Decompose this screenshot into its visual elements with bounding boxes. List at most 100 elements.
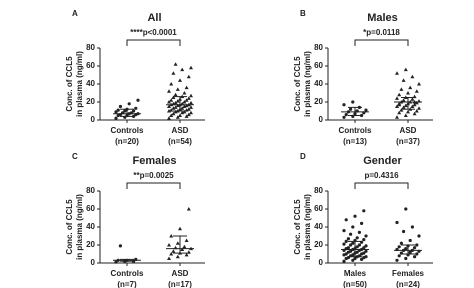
data-point [346,237,350,241]
data-point [171,111,176,116]
data-point [395,96,399,100]
data-point [355,236,359,240]
data-point [186,96,191,100]
data-point [402,229,406,234]
data-point [362,238,366,242]
y-tick-label: 40 [314,79,323,88]
data-point [182,91,187,95]
data-point [189,65,193,70]
data-point [171,106,176,110]
data-point [349,232,353,236]
data-point [169,113,174,117]
data-point [178,113,182,117]
data-point [182,109,187,114]
y-tick-label: 20 [86,97,95,106]
y-tick-label: 80 [314,43,323,52]
annotation: p=0.4316 [364,171,399,180]
x-tick-label: Males [344,269,367,278]
data-point [175,99,180,103]
data-point [395,104,399,108]
data-point [414,109,419,113]
y-tick-label: 0 [319,115,324,124]
data-point [175,115,180,119]
data-point [342,115,346,119]
data-point [403,67,408,72]
data-point [189,110,193,115]
panel-letter: D [300,152,306,161]
data-point [167,104,171,108]
data-point [404,247,408,251]
data-point [342,229,346,233]
y-axis-label: in plasma (ng/ml) [303,51,312,117]
significance-bracket [126,39,181,46]
data-point [406,109,410,114]
data-point [167,243,171,247]
annotation: *p=0.0118 [363,28,400,37]
y-tick-label: 20 [86,240,95,249]
data-point [403,103,408,108]
data-point [403,113,408,117]
data-point [175,254,180,259]
annotation: **p=0.0025 [133,171,174,180]
data-point [180,110,185,115]
x-tick-label: ASD [172,269,189,278]
category-note: (n=37) [396,137,420,146]
data-point [410,225,414,229]
data-point [169,252,174,256]
data-point [118,104,122,109]
data-point [364,108,368,112]
data-point [401,98,406,102]
data-point [344,252,348,256]
data-point [184,238,189,242]
data-point [184,103,189,108]
category-note: (n=50) [343,280,367,288]
data-point [180,106,185,110]
data-point [136,98,140,102]
y-tick-label: 40 [314,222,323,231]
data-point [362,209,366,213]
data-point [399,108,404,112]
data-point [355,245,359,249]
data-point [397,110,402,115]
data-point [344,113,348,117]
y-tick-label: 80 [86,43,95,52]
y-tick-label: 0 [91,115,96,124]
data-point [180,67,185,72]
data-point [186,207,191,211]
data-point [364,244,368,248]
data-point [410,104,415,108]
x-tick-label: ASD [172,126,189,135]
data-point [173,62,178,66]
data-point [364,255,368,259]
data-point [342,259,346,263]
data-point [360,257,364,261]
data-point [397,102,402,107]
data-point [171,71,176,75]
data-point [186,107,191,111]
panel-letter: C [72,152,78,161]
data-point [346,246,350,250]
data-point [344,218,348,222]
data-point [406,91,410,95]
data-point [395,115,399,119]
panel-title: All [147,12,161,24]
data-point [169,98,174,102]
data-point [189,93,193,98]
data-point [189,100,193,105]
data-point [401,78,406,82]
data-point [415,252,419,256]
data-point [173,105,178,109]
y-tick-label: 0 [319,258,324,267]
data-point [167,109,171,113]
data-point [167,100,171,104]
data-point [413,246,417,250]
y-axis-label: in plasma (ng/ml) [75,194,84,260]
data-point [364,249,368,253]
category-note: (n=54) [168,137,192,146]
data-point [169,108,174,112]
category-note: (n=17) [168,280,192,288]
data-point [114,260,118,264]
data-point [351,253,355,257]
data-point [186,112,191,117]
